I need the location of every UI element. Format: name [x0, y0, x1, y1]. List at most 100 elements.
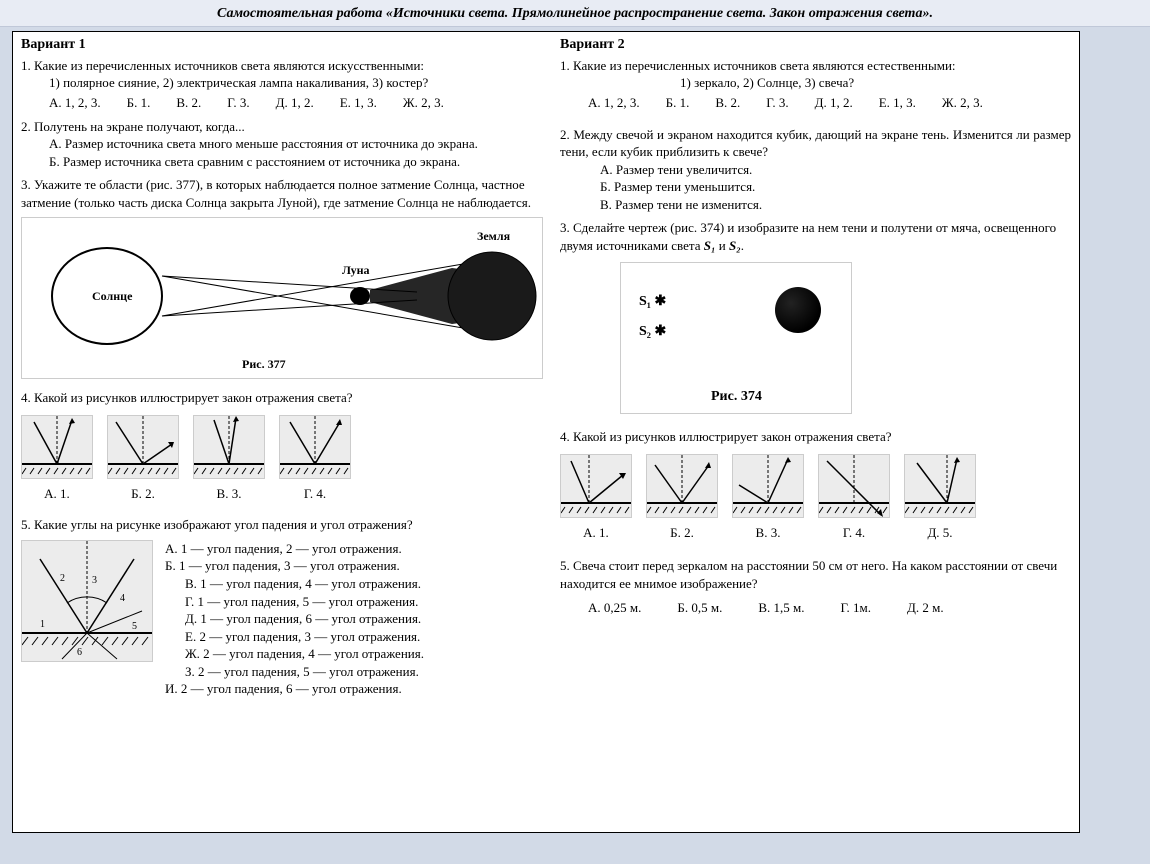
v1-q4: 4. Какой из рисунков иллюстрирует закон …: [21, 389, 543, 407]
opt: Г. 4.: [279, 485, 351, 503]
reflection-diagram: [21, 415, 93, 479]
v2-q3: 3. Сделайте чертеж (рис. 374) и изобрази…: [560, 219, 1071, 254]
page-title: Самостоятельная работа «Источники света.…: [0, 0, 1150, 27]
fig377-caption: Рис. 377: [242, 356, 286, 372]
opt: А. 1.: [560, 524, 632, 542]
opt: Е. 1, 3.: [340, 94, 377, 112]
list-item: В. 1 — угол падения, 4 — угол отражения.: [165, 575, 543, 593]
fig377-earth-label: Земля: [477, 228, 510, 244]
fig377-moon-label: Луна: [342, 262, 370, 278]
fig374-s2: S₂ ✱: [639, 323, 666, 342]
reflection-diagram: [107, 415, 179, 479]
v1-q3-text: 3. Укажите те области (рис. 377), в кото…: [21, 176, 543, 211]
reflection-diagram: [193, 415, 265, 479]
and: и: [716, 238, 729, 253]
opt: А. 1.: [21, 485, 93, 503]
opt: Ж. 2, 3.: [942, 94, 983, 112]
svg-text:3: 3: [92, 575, 97, 586]
v2-q1-text: 1. Какие из перечисленных источников све…: [560, 57, 1071, 75]
opt: Б. 0,5 м.: [677, 599, 722, 617]
opt: Д. 2 м.: [907, 599, 944, 617]
v2-reflection-diagrams: [560, 454, 1071, 518]
opt: Б. 1.: [127, 94, 151, 112]
figure-377: Солнце Луна Земля Рис. 377: [21, 217, 543, 379]
svg-text:4: 4: [120, 593, 125, 604]
variant-1: Вариант 1 1. Какие из перечисленных исто…: [13, 32, 551, 832]
opt: В. 3.: [732, 524, 804, 542]
v1-q1-text: 1. Какие из перечисленных источников све…: [21, 57, 543, 75]
v2-q1-options: А. 1, 2, 3. Б. 1. В. 2. Г. 3. Д. 1, 2. Е…: [560, 94, 1071, 112]
reflection-diagram: [279, 415, 351, 479]
list-item: З. 2 — угол падения, 5 — угол отражения.: [165, 663, 543, 681]
opt: Г. 3.: [766, 94, 788, 112]
opt: Д. 1, 2.: [815, 94, 853, 112]
v2-q2-text: 2. Между свечой и экраном находится куби…: [560, 126, 1071, 161]
variant-2-title: Вариант 2: [560, 36, 1071, 55]
v1-reflection-diagrams: [21, 415, 543, 479]
reflection-diagram: [560, 454, 632, 518]
fig374-s1: S₁ ✱: [639, 293, 666, 312]
opt: В. 2.: [176, 94, 201, 112]
reflection-diagram: [646, 454, 718, 518]
opt: В. 3.: [193, 485, 265, 503]
v2-q2-c: В. Размер тени не изменится.: [560, 196, 1071, 214]
fig377-sun-label: Солнце: [92, 288, 132, 304]
v1-q2-text: 2. Полутень на экране получают, когда...: [21, 118, 543, 136]
opt: Д. 5.: [904, 524, 976, 542]
list-item: Д. 1 — угол падения, 6 — угол отражения.: [165, 610, 543, 628]
opt: А. 1, 2, 3.: [49, 94, 101, 112]
v2-q3-text: 3. Сделайте чертеж (рис. 374) и изобрази…: [560, 220, 1056, 253]
v2-q5-options: А. 0,25 м. Б. 0,5 м. В. 1,5 м. Г. 1м. Д.…: [560, 599, 1071, 617]
opt: А. 1, 2, 3.: [588, 94, 640, 112]
s2: S₂: [729, 238, 741, 253]
v2-q4-labels: А. 1. Б. 2. В. 3. Г. 4. Д. 5.: [560, 524, 1071, 542]
v2-q1: 1. Какие из перечисленных источников све…: [560, 57, 1071, 112]
svg-text:5: 5: [132, 621, 137, 632]
v1-q1: 1. Какие из перечисленных источников све…: [21, 57, 543, 112]
figure-374: S₁ ✱ S₂ ✱ Рис. 374: [620, 262, 852, 414]
worksheet: Вариант 1 1. Какие из перечисленных исто…: [12, 31, 1080, 833]
v1-q2-a: А. Размер источника света много меньше р…: [21, 135, 543, 153]
svg-text:1: 1: [40, 619, 45, 630]
opt: Б. 1.: [666, 94, 690, 112]
opt: В. 2.: [715, 94, 740, 112]
svg-text:2: 2: [60, 573, 65, 584]
fig374-ball: [775, 287, 821, 333]
opt: А. 0,25 м.: [588, 599, 641, 617]
v2-q5: 5. Свеча стоит перед зеркалом на расстоя…: [560, 557, 1071, 592]
opt: Ж. 2, 3.: [403, 94, 444, 112]
v1-q5: 5. Какие углы на рисунке изображают угол…: [21, 516, 543, 534]
reflection-diagram: [732, 454, 804, 518]
v1-q1-sub: 1) полярное сияние, 2) электрическая лам…: [21, 74, 543, 92]
variant-1-title: Вариант 1: [21, 36, 543, 55]
v1-q2-b: Б. Размер источника света сравним с расс…: [21, 153, 543, 171]
v2-q4: 4. Какой из рисунков иллюстрирует закон …: [560, 428, 1071, 446]
v1-q3: 3. Укажите те области (рис. 377), в кото…: [21, 176, 543, 211]
v1-q5-list: А. 1 — угол падения, 2 — угол отражения.…: [165, 540, 543, 698]
v1-q1-options: А. 1, 2, 3. Б. 1. В. 2. Г. 3. Д. 1, 2. Е…: [21, 94, 543, 112]
list-item: Г. 1 — угол падения, 5 — угол отражения.: [165, 593, 543, 611]
svg-text:6: 6: [77, 647, 82, 658]
opt: Г. 3.: [227, 94, 249, 112]
list-item: А. 1 — угол падения, 2 — угол отражения.: [165, 540, 543, 558]
list-item: И. 2 — угол падения, 6 — угол отражения.: [165, 680, 543, 698]
opt: Г. 4.: [818, 524, 890, 542]
reflection-diagram: [818, 454, 890, 518]
opt: Б. 2.: [646, 524, 718, 542]
opt: Е. 1, 3.: [879, 94, 916, 112]
list-item: Б. 1 — угол падения, 3 — угол отражения.: [165, 557, 543, 575]
v1-q2: 2. Полутень на экране получают, когда...…: [21, 118, 543, 171]
dot: .: [741, 238, 744, 253]
v2-q1-sub: 1) зеркало, 2) Солнце, 3) свеча?: [560, 74, 1071, 92]
angle-figure: 1 2 3 4 5 6: [21, 540, 153, 662]
v2-q2-a: А. Размер тени увеличится.: [560, 161, 1071, 179]
v2-q2-b: Б. Размер тени уменьшится.: [560, 178, 1071, 196]
opt: Б. 2.: [107, 485, 179, 503]
opt: Д. 1, 2.: [276, 94, 314, 112]
list-item: Е. 2 — угол падения, 3 — угол отражения.: [165, 628, 543, 646]
variant-2: Вариант 2 1. Какие из перечисленных исто…: [551, 32, 1079, 832]
opt: В. 1,5 м.: [758, 599, 804, 617]
v2-q2: 2. Между свечой и экраном находится куби…: [560, 126, 1071, 214]
fig374-caption: Рис. 374: [711, 388, 762, 407]
v1-q5-block: 1 2 3 4 5 6 А. 1 — угол падения, 2 — уго…: [21, 540, 543, 698]
